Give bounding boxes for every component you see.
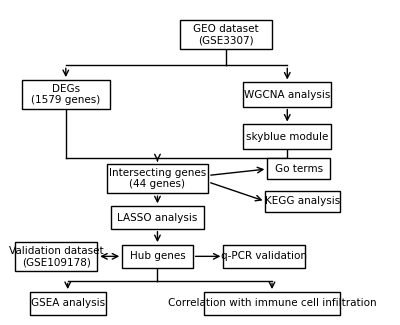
- Text: KEGG analysis: KEGG analysis: [265, 196, 340, 206]
- FancyBboxPatch shape: [22, 80, 110, 109]
- Text: Hub genes: Hub genes: [130, 251, 185, 261]
- FancyBboxPatch shape: [107, 164, 208, 193]
- Text: Correlation with immune cell infiltration: Correlation with immune cell infiltratio…: [168, 298, 376, 308]
- FancyBboxPatch shape: [243, 83, 331, 107]
- Text: GEO dataset
(GSE3307): GEO dataset (GSE3307): [193, 24, 259, 46]
- Text: WGCNA analysis: WGCNA analysis: [244, 90, 330, 99]
- FancyBboxPatch shape: [180, 20, 272, 49]
- Text: DEGs
(1579 genes): DEGs (1579 genes): [31, 84, 100, 105]
- Text: q-PCR validation: q-PCR validation: [221, 251, 307, 261]
- FancyBboxPatch shape: [122, 245, 193, 268]
- Text: Intersecting genes
(44 genes): Intersecting genes (44 genes): [109, 168, 206, 189]
- FancyBboxPatch shape: [265, 191, 340, 212]
- FancyBboxPatch shape: [267, 159, 330, 179]
- FancyBboxPatch shape: [30, 292, 106, 315]
- Text: skyblue module: skyblue module: [246, 132, 328, 142]
- FancyBboxPatch shape: [223, 245, 306, 268]
- Text: Validation dataset
(GSE109178): Validation dataset (GSE109178): [9, 246, 104, 267]
- FancyBboxPatch shape: [15, 242, 97, 271]
- FancyBboxPatch shape: [111, 206, 204, 229]
- Text: LASSO analysis: LASSO analysis: [117, 213, 198, 223]
- FancyBboxPatch shape: [243, 124, 331, 149]
- FancyBboxPatch shape: [204, 292, 340, 315]
- Text: Go terms: Go terms: [275, 164, 323, 174]
- Text: GSEA analysis: GSEA analysis: [31, 298, 105, 308]
